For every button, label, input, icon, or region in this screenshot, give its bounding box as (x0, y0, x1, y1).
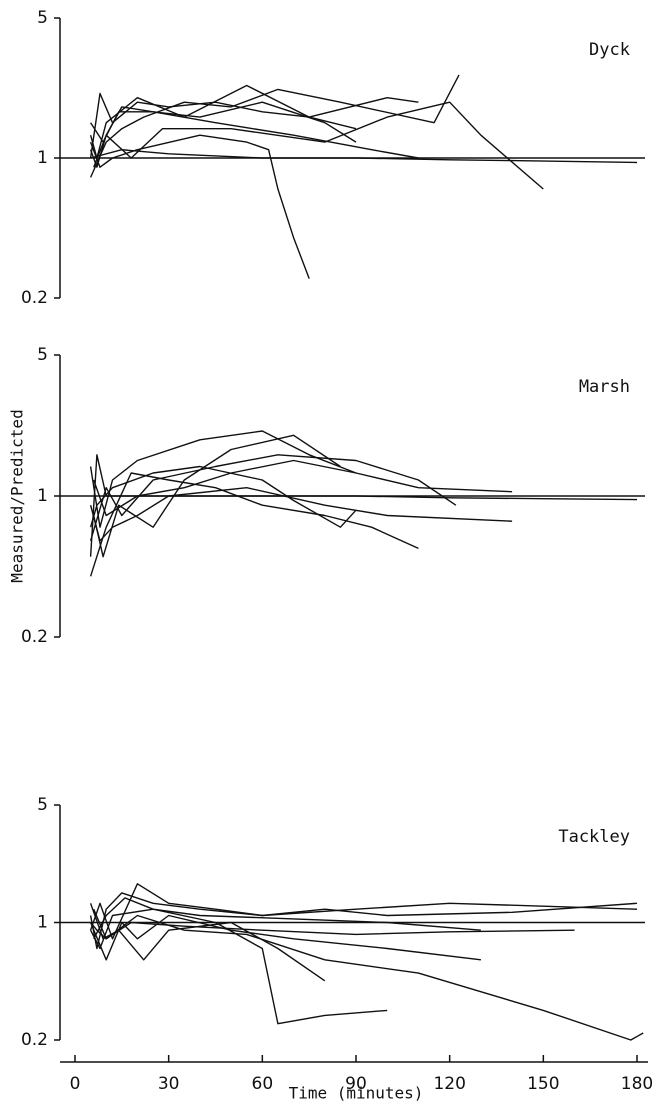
x-tick-label: 60 (252, 1074, 274, 1094)
y-tick-label: 1 (37, 486, 48, 506)
series-line (89, 84, 357, 159)
panel-label: Tackley (558, 827, 630, 847)
series-line (89, 892, 638, 950)
series-line (89, 472, 419, 577)
panel-label: Dyck (589, 40, 630, 60)
x-tick-label: 30 (158, 1074, 180, 1094)
y-tick-label: 0.2 (21, 1030, 48, 1050)
y-tick-label: 5 (37, 345, 48, 365)
panel-label: Marsh (579, 377, 630, 397)
x-tick-label: 180 (621, 1074, 653, 1094)
series-line (89, 487, 513, 542)
series-line (89, 914, 481, 961)
series-line (93, 897, 481, 940)
y-tick-label: 1 (37, 913, 48, 933)
series-line (89, 903, 326, 982)
y-tick-label: 5 (37, 8, 48, 28)
series-line (89, 92, 419, 159)
series-line (90, 148, 638, 164)
series-line (89, 430, 357, 528)
x-tick-label: 90 (345, 1074, 367, 1094)
x-tick-label: 120 (433, 1074, 465, 1094)
y-tick-label: 1 (37, 148, 48, 168)
series-line (93, 101, 544, 190)
x-axis-label: Time (minutes) (289, 1084, 424, 1103)
y-tick-label: 5 (37, 795, 48, 815)
series-line (89, 74, 460, 178)
series-line (89, 454, 638, 557)
series-line (89, 134, 310, 279)
series-line (89, 454, 457, 541)
series-line (89, 465, 357, 528)
y-tick-label: 0.2 (21, 288, 48, 308)
y-axis-label: Measured/Predicted (8, 409, 27, 582)
series-line (90, 921, 575, 940)
series-line (93, 434, 341, 558)
x-tick-label: 150 (527, 1074, 559, 1094)
series-line (93, 908, 644, 1041)
x-tick-label: 0 (70, 1074, 81, 1094)
series-line (93, 459, 513, 517)
y-tick-label: 0.2 (21, 627, 48, 647)
